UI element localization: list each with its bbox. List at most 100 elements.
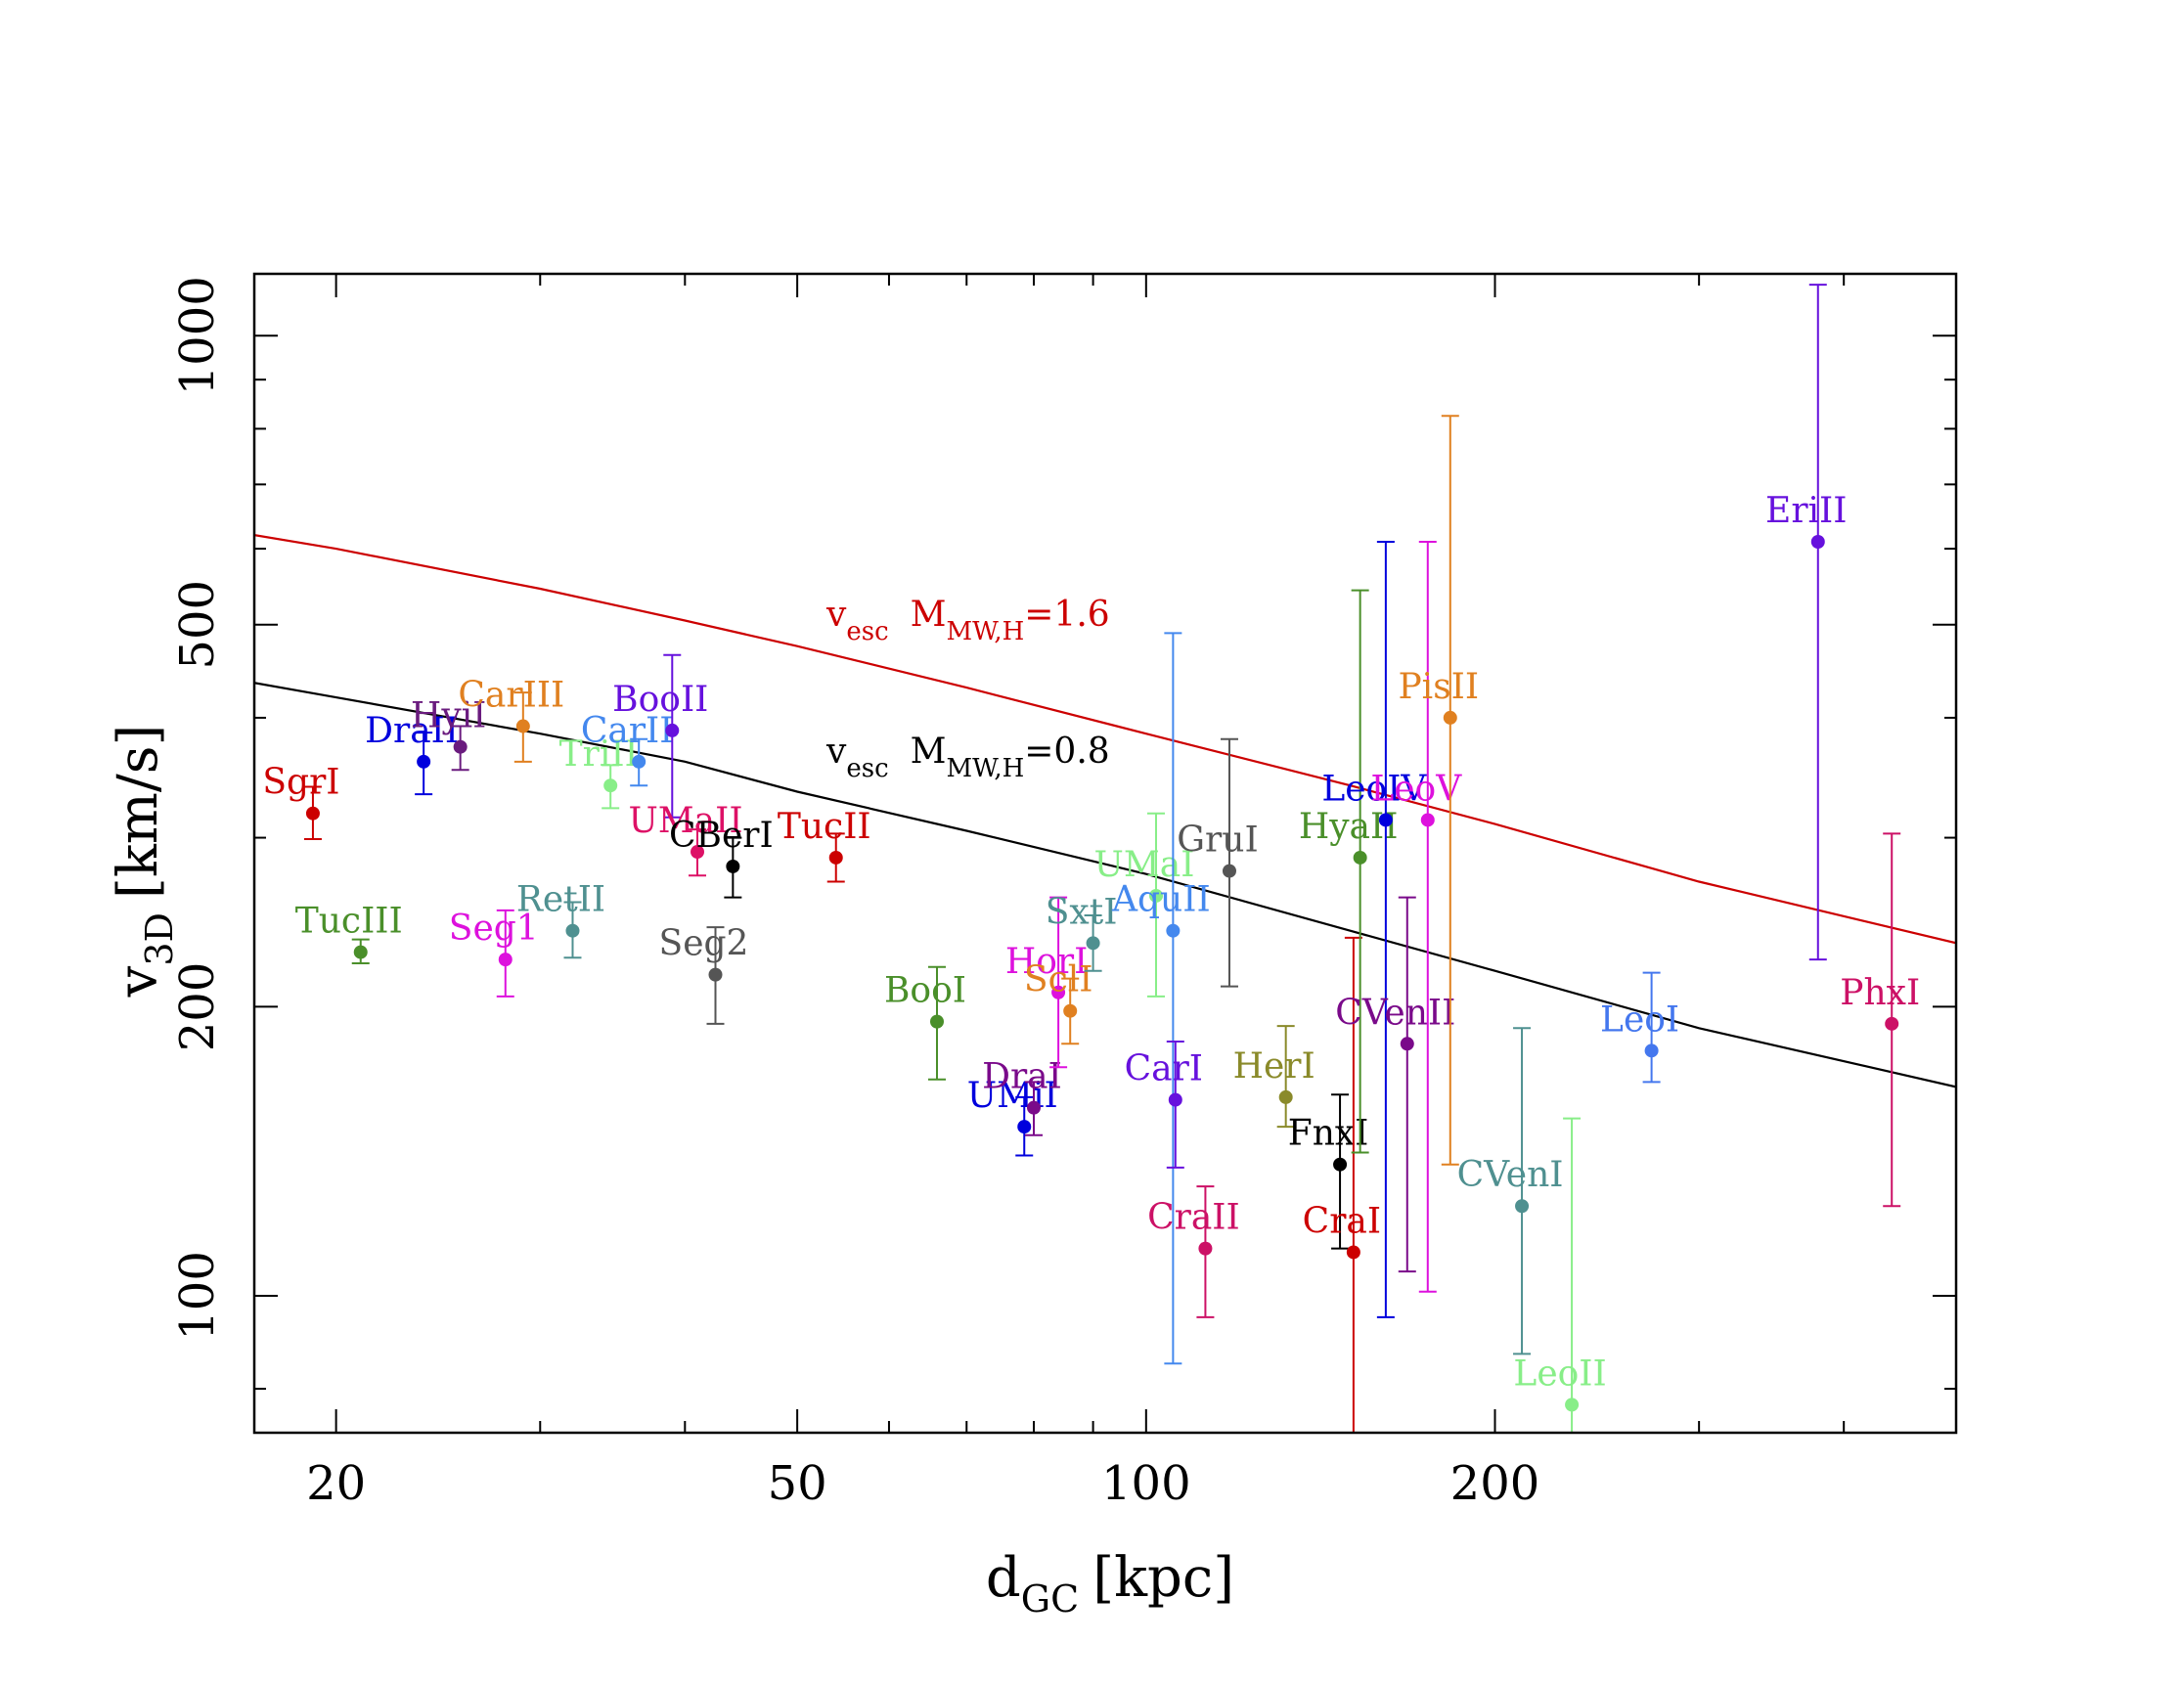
escape-curve-label-low-val: =0.8 [1024, 732, 1109, 772]
label-AquII: AquII [1111, 880, 1211, 920]
galaxy-TriII: TriII [559, 734, 639, 810]
galaxy-LeoI: LeoI [1600, 971, 1679, 1084]
label-CVenII: CVenII [1335, 993, 1455, 1033]
label-SxtI: SxtI [1046, 892, 1118, 932]
galaxy-CarII: CarII [581, 711, 674, 787]
point-LeoV [1420, 813, 1435, 827]
point-EriII [1810, 535, 1825, 550]
label-BooII: BooII [612, 680, 708, 720]
label-TriII: TriII [559, 734, 639, 775]
escape-curve-0 [254, 534, 1956, 945]
galaxy-UMaII: UMaII [628, 801, 743, 877]
point-BooI [929, 1014, 944, 1029]
point-RetII [565, 923, 580, 938]
point-TriII [603, 778, 618, 793]
point-CarI [1168, 1092, 1182, 1107]
point-BooII [665, 723, 680, 737]
x-tick-label: 20 [306, 1456, 366, 1511]
y-axis-label: v3D [km/s] [107, 725, 181, 999]
label-LeoV: LeoV [1370, 769, 1462, 809]
point-UMaII [691, 845, 705, 860]
label-FnxI: FnxI [1288, 1114, 1369, 1154]
point-LeoI [1644, 1043, 1659, 1058]
galaxy-DraI: DraI [982, 1057, 1062, 1136]
galaxy-CraI: CraI [1303, 936, 1381, 1434]
escape-curve-label-high-m: M [911, 595, 947, 635]
galaxy-PisII: PisII [1398, 415, 1479, 1166]
label-PisII: PisII [1398, 667, 1479, 707]
galaxy-FnxI: FnxI [1288, 1093, 1369, 1250]
galaxy-Seg2: Seg2 [659, 924, 748, 1025]
y-tick-label: 1000 [170, 276, 225, 395]
point-DraII [417, 754, 431, 769]
galaxy-PhxI: PhxI [1840, 832, 1920, 1208]
galaxy-TucII: TucII [778, 807, 871, 883]
escape-curve-label-high: vesc MMW,H=1.6 [825, 595, 1110, 646]
escape-curve-label-low-sub: esc [846, 754, 888, 783]
escape-curve-label-high-val: =1.6 [1024, 595, 1109, 635]
point-UMiI [1017, 1120, 1032, 1134]
escape-curve-label-low: vesc MMW,H=0.8 [825, 732, 1110, 783]
label-SgrI: SgrI [262, 763, 339, 803]
galaxy-CBerI: CBerI [669, 816, 774, 899]
plot-frame [252, 272, 1958, 1435]
y-axis-label-sub: 3D [138, 912, 181, 966]
galaxy-HyaII: HyaII [1299, 589, 1398, 1154]
x-tick-label: 50 [768, 1456, 827, 1511]
x-axis-label-main: d [986, 1546, 1021, 1610]
label-CVenI: CVenI [1457, 1155, 1564, 1195]
escape-curve-1 [254, 682, 1956, 1088]
label-PhxI: PhxI [1840, 973, 1920, 1013]
data-layer: SgrITucIIIDraIIHyiISeg1CarIIIRetIITriIIC… [254, 284, 1956, 1434]
label-UMaI: UMaI [1094, 845, 1195, 885]
galaxy-GruI: GruI [1177, 737, 1259, 988]
galaxy-DraII: DraII [365, 711, 459, 796]
label-LeoI: LeoI [1600, 999, 1679, 1040]
point-CarII [632, 754, 646, 769]
point-CVenI [1515, 1199, 1530, 1214]
galaxy-RetII: RetII [516, 880, 605, 959]
galaxy-LeoV: LeoV [1370, 541, 1462, 1293]
galaxy-HorI: HorI [1005, 896, 1088, 1069]
x-axis-label: dGC [kpc] [986, 1546, 1234, 1620]
point-HerI [1278, 1089, 1293, 1104]
point-CVenII [1400, 1037, 1414, 1051]
galaxy-SclI: SclI [1024, 960, 1093, 1045]
point-UMaI [1149, 888, 1164, 903]
point-HyaII [1353, 850, 1367, 865]
axis-ticks: 20 50 100 200 100 200 500 1000 [170, 274, 1956, 1511]
y-tick-label: 500 [170, 580, 225, 670]
galaxy-UMaI: UMaI [1094, 812, 1195, 998]
point-HyiI [453, 739, 468, 754]
label-LeoIV: LeoIV [1321, 769, 1427, 809]
label-CarI: CarI [1125, 1049, 1203, 1089]
escape-curve-label-high-sub: esc [846, 617, 888, 646]
label-Seg1: Seg1 [449, 909, 539, 949]
point-Seg2 [708, 967, 723, 982]
galaxy-HyiI: HyiI [411, 696, 486, 772]
y-tick-label: 200 [170, 962, 225, 1052]
galaxy-CVenII: CVenII [1335, 896, 1455, 1273]
point-PisII [1443, 710, 1457, 725]
galaxy-AquII: AquII [1111, 632, 1211, 1365]
label-CBerI: CBerI [669, 816, 774, 856]
point-CBerI [726, 859, 740, 873]
galaxy-CarIII: CarIII [458, 676, 564, 763]
point-TucIII [353, 945, 368, 959]
point-SclI [1063, 1003, 1078, 1018]
galaxy-BooII: BooII [612, 653, 708, 819]
galaxy-BooI: BooI [884, 965, 966, 1081]
point-CarIII [515, 719, 530, 733]
label-CraI: CraI [1303, 1201, 1381, 1241]
x-axis-label-unit: [kpc] [1092, 1546, 1234, 1610]
point-LeoII [1565, 1398, 1580, 1412]
y-axis-label-main: v [107, 965, 170, 998]
galaxy-HerI: HerI [1233, 1025, 1315, 1129]
label-DraII: DraII [365, 711, 459, 751]
escape-curve-label-high-msub: MW,H [947, 617, 1025, 646]
galaxy-CVenI: CVenI [1457, 1027, 1564, 1355]
label-DraI: DraI [982, 1057, 1062, 1097]
label-SclI: SclI [1024, 960, 1093, 1000]
point-FnxI [1333, 1157, 1348, 1172]
